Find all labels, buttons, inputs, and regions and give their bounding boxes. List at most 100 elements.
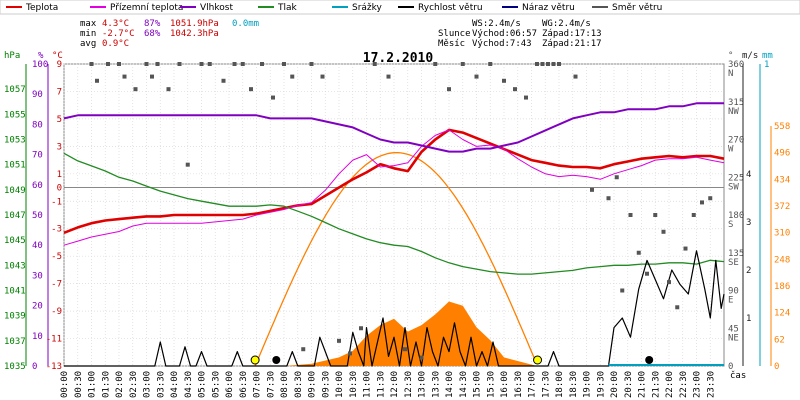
legend-label-naraz: Náraz větru [522,3,575,13]
x-tick-label: 06:00 [225,371,235,398]
wind-direction-point [620,288,625,293]
wind-direction-point [661,229,666,234]
axis-pct-tick: 60 [32,181,43,191]
wind-direction-point [249,87,253,92]
axis-celsius-tick: -5 [51,252,62,262]
x-tick-label: 08:00 [280,371,290,398]
x-tick-label: 23:00 [693,371,703,398]
axis-celsius-tick: -7 [51,280,62,290]
wind-direction-point [403,347,407,352]
wind-direction-point [683,246,688,251]
sun-marker [533,355,543,365]
x-tick-label: 01:30 [101,371,111,398]
axis-celsius-label: °C [52,51,63,61]
wind-direction-point [185,162,190,167]
axis-solar-tick: 496 [774,149,790,159]
axis-solar-tick: 558 [774,122,790,132]
stats-text: 4.3°C [102,19,129,29]
x-tick-label: 02:30 [129,371,139,398]
wind-direction-point [199,62,204,66]
axis-celsius-tick: 1 [57,170,62,180]
x-tick-label: 19:30 [596,371,606,398]
wind-direction-point [590,187,594,192]
x-tick-label: 21:00 [638,371,648,398]
wind-direction-point [166,87,171,92]
axis-degrees-tick: NE [728,333,739,343]
moon-set-text: Západ:21:17 [542,39,602,49]
axis-ms-tick: 1 [746,314,751,324]
wind-direction-point [447,87,451,92]
axis-degrees-tick: 90 [728,287,739,297]
axis-pct-label: % [38,51,44,61]
chart-title: 17.2.2010 [363,51,434,66]
x-tick-label: 12:30 [404,371,414,398]
axis-pct-tick: 20 [32,302,43,312]
axis-degrees-tick: W [728,145,734,155]
stats-text: avg [80,39,96,49]
axis-solar-tick: 372 [774,202,790,212]
sun-curve [254,152,537,367]
wind-direction-point [557,62,561,66]
axis-celsius-tick: 0 [57,184,62,194]
wind-direction-point [372,62,377,66]
axis-hpa-tick: 1035 [4,362,26,372]
axis-hpa-tick: 1045 [4,236,26,246]
x-tick-label: 15:30 [486,371,496,398]
x-tick-label: 01:00 [88,371,98,398]
x-tick-label: 02:00 [115,371,125,398]
axis-degrees-tick: 270 [728,136,744,146]
wind-direction-point [474,74,479,79]
x-tick-label: 20:00 [610,371,620,398]
legend-label-teplota: Teplota [25,3,58,13]
x-tick-label: 07:00 [253,371,263,398]
series-line-tlak [63,152,725,275]
axis-celsius-tick: 3 [57,142,62,152]
axis-solar-tick: 62 [774,335,785,345]
axis-hpa-label: hPa [4,51,20,61]
axis-celsius-tick: 9 [57,60,62,70]
wind-direction-point [232,62,237,66]
wind-direction-point [488,62,493,66]
x-axis-label: čas [730,370,746,381]
stats-text: 87% [144,19,161,29]
x-tick-label: 17:00 [528,371,538,398]
x-tick-label: 16:30 [514,371,524,398]
axis-pct-tick: 0 [32,362,37,372]
legend: Teplota Přízemní teplota Vlhkost Tlak Srážky… [0,0,800,15]
axis-degrees-tick: 135 [728,249,744,259]
axis-pct-tick: 90 [32,90,43,100]
series-line-vlhkost [63,102,724,153]
legend-label-smer: Směr větru [612,3,662,13]
wind-direction-point [117,62,121,66]
wind-direction-point [419,355,424,360]
axis-hpa-tick: 1057 [4,85,26,95]
wind-direction-point [106,62,110,66]
x-tick-label: 14:30 [459,371,469,398]
axis-degrees-tick: E [728,296,733,306]
axis-solar-tick: 0 [774,362,779,372]
x-tick-label: 04:00 [170,371,180,398]
axis-degrees-tick: 360 [728,60,744,70]
axis-degrees-tick: 0 [728,362,733,372]
axis-solar-tick: 124 [774,309,790,319]
wind-direction-point [348,351,352,356]
moon-rise-text: Východ:7:43 [472,39,532,49]
x-tick-label: 21:30 [651,371,661,398]
x-tick-label: 19:00 [583,371,593,398]
wind-direction-point [645,271,649,276]
wind-direction-point [155,62,160,66]
axis-hpa-tick: 1037 [4,337,26,347]
axis-hpa-tick: 1053 [4,136,26,146]
axis-degrees-tick: 225 [728,173,744,183]
x-tick-label: 22:00 [665,371,675,398]
axis-ms-tick: 3 [746,218,751,228]
axis-pct-tick: 40 [32,241,43,251]
sun-rise-text: Východ:06:57 [472,29,537,39]
solar-area [256,301,537,366]
axis-celsius-tick: 7 [57,87,62,97]
sun-label: Slunce [438,29,471,39]
axis-degrees-tick: N [728,69,733,79]
x-tick-label: 00:30 [74,371,84,398]
wind-direction-point [89,62,94,66]
